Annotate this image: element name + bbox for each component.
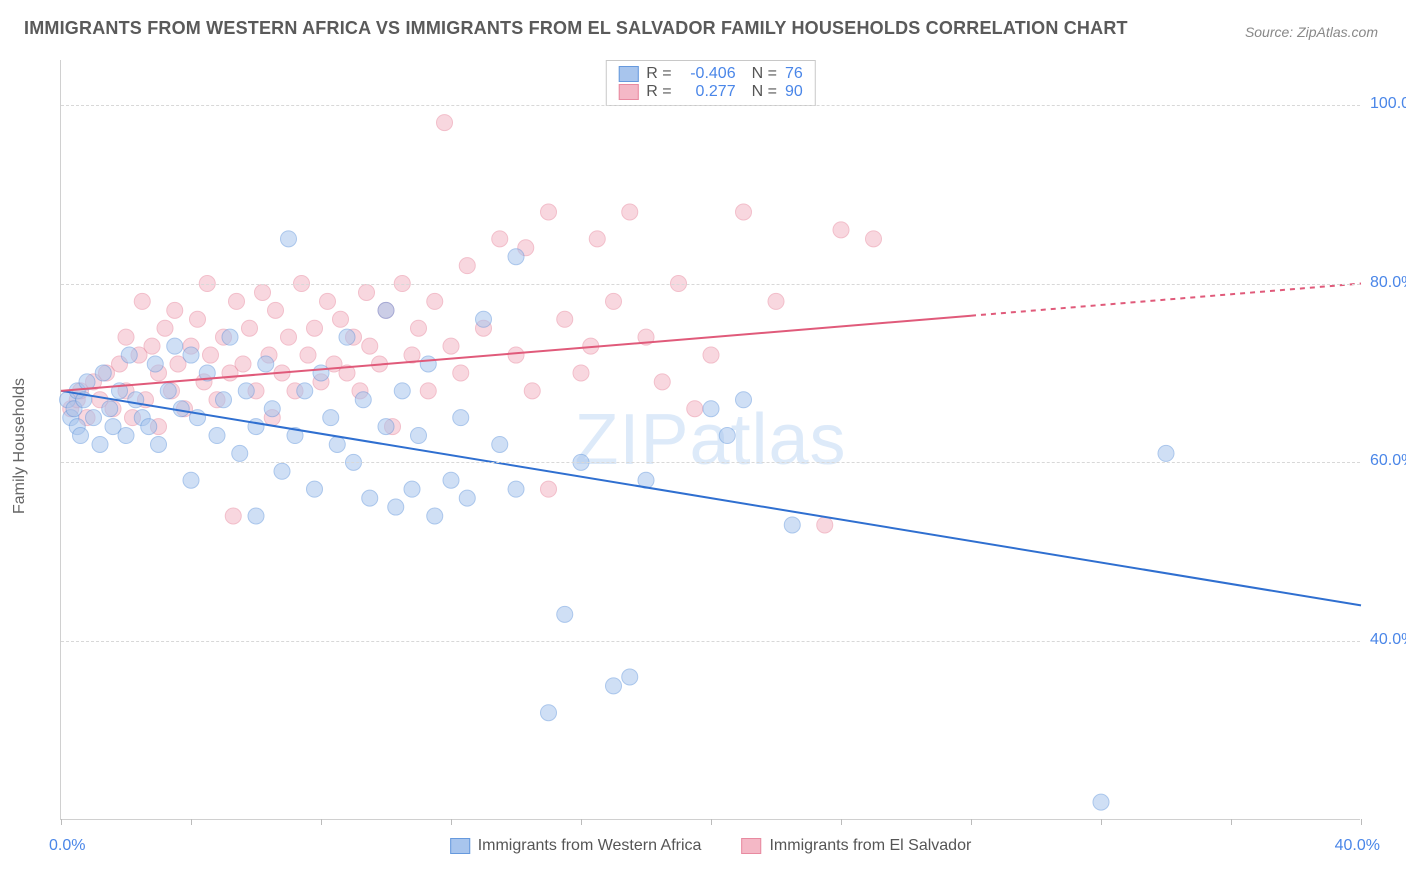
chart-title: IMMIGRANTS FROM WESTERN AFRICA VS IMMIGR… bbox=[24, 18, 1128, 39]
x-axis-min-label: 0.0% bbox=[49, 837, 85, 855]
x-tick bbox=[1361, 819, 1362, 825]
legend-item-series-b: Immigrants from El Salvador bbox=[741, 837, 971, 855]
x-tick bbox=[61, 819, 62, 825]
y-tick-label: 80.0% bbox=[1370, 274, 1406, 292]
x-tick bbox=[1101, 819, 1102, 825]
plot-area: ZIPatlas R = -0.406 N = 76 R = 0.277 N =… bbox=[60, 60, 1360, 820]
gridline bbox=[61, 284, 1360, 285]
y-tick-label: 60.0% bbox=[1370, 452, 1406, 470]
x-tick bbox=[191, 819, 192, 825]
x-axis-max-label: 40.0% bbox=[1335, 837, 1380, 855]
y-tick-label: 40.0% bbox=[1370, 631, 1406, 649]
y-axis-label: Family Households bbox=[11, 378, 29, 514]
gridline bbox=[61, 105, 1360, 106]
gridline bbox=[61, 462, 1360, 463]
x-tick bbox=[321, 819, 322, 825]
x-tick bbox=[1231, 819, 1232, 825]
swatch-series-b bbox=[741, 838, 761, 854]
series-b-name: Immigrants from El Salvador bbox=[769, 837, 971, 855]
source-attribution: Source: ZipAtlas.com bbox=[1245, 24, 1378, 40]
y-tick-label: 100.0% bbox=[1370, 95, 1406, 113]
x-tick bbox=[581, 819, 582, 825]
series-a-name: Immigrants from Western Africa bbox=[478, 837, 702, 855]
series-legend: Immigrants from Western Africa Immigrant… bbox=[450, 837, 972, 855]
scatter-svg bbox=[61, 60, 1360, 819]
gridline bbox=[61, 641, 1360, 642]
swatch-series-a bbox=[450, 838, 470, 854]
x-tick bbox=[711, 819, 712, 825]
x-tick bbox=[971, 819, 972, 825]
x-tick bbox=[841, 819, 842, 825]
x-tick bbox=[451, 819, 452, 825]
legend-item-series-a: Immigrants from Western Africa bbox=[450, 837, 702, 855]
